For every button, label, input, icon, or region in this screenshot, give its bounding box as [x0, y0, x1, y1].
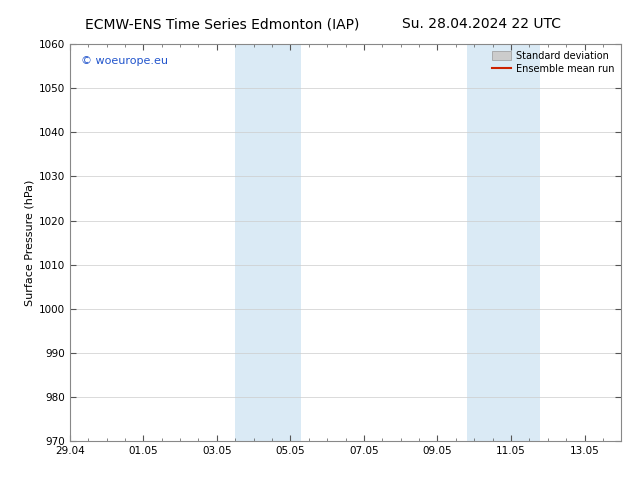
Text: ECMW-ENS Time Series Edmonton (IAP): ECMW-ENS Time Series Edmonton (IAP) [85, 17, 359, 31]
Bar [467, 44, 540, 441]
Text: Su. 28.04.2024 22 UTC: Su. 28.04.2024 22 UTC [403, 17, 561, 31]
Legend: Standard deviation, Ensemble mean run: Standard deviation, Ensemble mean run [489, 49, 616, 76]
Y-axis label: Surface Pressure (hPa): Surface Pressure (hPa) [25, 179, 34, 306]
Bar [235, 44, 301, 441]
Text: © woeurope.eu: © woeurope.eu [81, 56, 168, 66]
